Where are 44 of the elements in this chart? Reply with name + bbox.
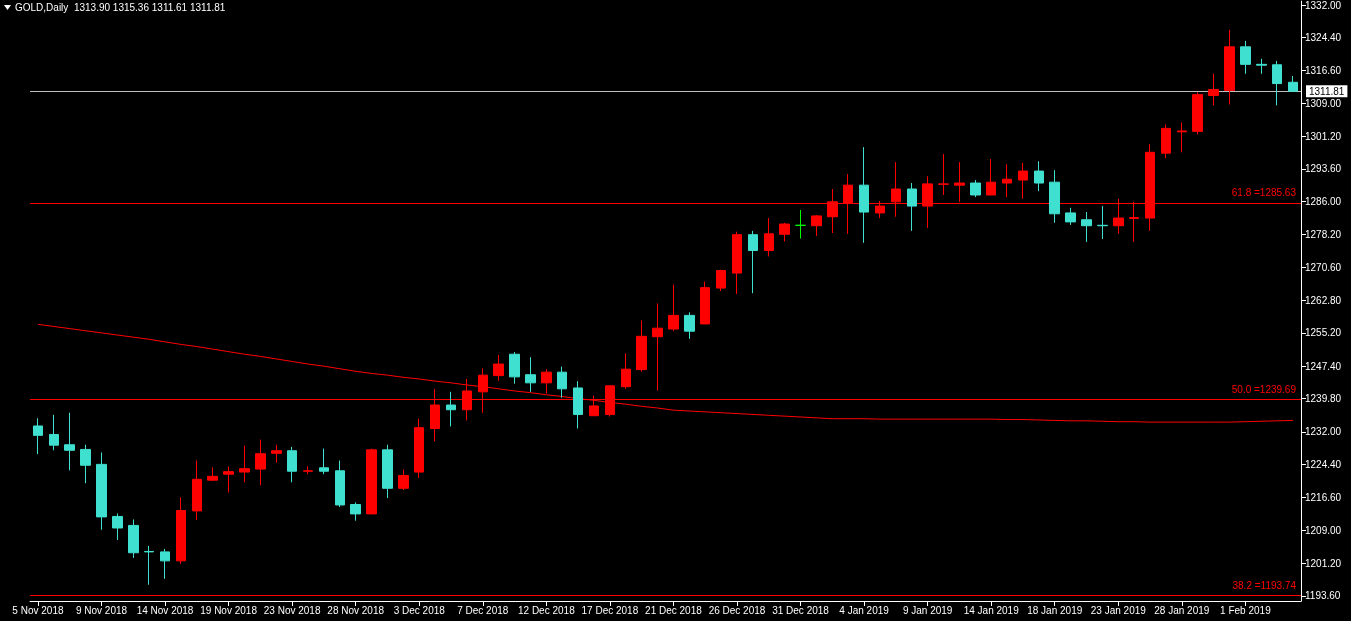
- x-tick-label: 23 Jan 2019: [1090, 604, 1147, 616]
- x-tick-label: 28 Jan 2019: [1154, 604, 1210, 616]
- chart-title: GOLD,Daily 1313.90 1315.36 1311.61 1311.81: [15, 2, 226, 13]
- y-tick-label: 1239.80: [1305, 393, 1342, 405]
- x-tick-label: 17 Dec 2018: [581, 604, 639, 616]
- x-tick-label: 21 Dec 2018: [645, 604, 703, 616]
- x-tick-label: 19 Nov 2018: [200, 604, 258, 616]
- y-tick-label: 1201.20: [1305, 557, 1342, 569]
- ref-line-label: 61.8 =1285.63: [1231, 187, 1297, 199]
- y-tick-label: 1286.00: [1305, 195, 1342, 207]
- x-tick-label: 9 Jan 2019: [902, 604, 953, 616]
- y-tick-label: 1278.20: [1305, 229, 1342, 241]
- y-tick-label: 1262.80: [1305, 294, 1342, 306]
- x-tick-label: 5 Nov 2018: [12, 604, 64, 616]
- x-tick-label: 12 Dec 2018: [517, 604, 576, 616]
- x-tick-label: 28 Nov 2018: [327, 604, 385, 616]
- x-tick-label: 26 Dec 2018: [708, 604, 766, 616]
- y-tick-label: 1301.20: [1305, 131, 1342, 142]
- x-tick-label: 1 Feb 2019: [1220, 604, 1272, 616]
- x-tick-label: 9 Nov 2018: [75, 604, 128, 616]
- ref-line-label: 38.2 =1193.74: [1232, 579, 1297, 591]
- y-tick-label: 1316.60: [1305, 65, 1342, 77]
- y-tick-label: 1332.00: [1305, 0, 1342, 11]
- x-tick-label: 14 Nov 2018: [136, 604, 194, 616]
- y-tick-label: 1324.40: [1305, 31, 1342, 43]
- y-tick-label: 1216.60: [1305, 492, 1342, 504]
- ref-line-label: 1311.81: [1309, 85, 1345, 97]
- y-tick-label: 1247.40: [1305, 360, 1342, 372]
- y-tick-label: 1309.00: [1305, 97, 1342, 109]
- y-tick-label: 1193.60: [1305, 590, 1341, 602]
- y-tick-label: 1270.60: [1305, 261, 1342, 273]
- y-tick-label: 1224.40: [1305, 458, 1342, 470]
- x-tick-label: 18 Jan 2019: [1027, 604, 1083, 616]
- y-tick-label: 1232.00: [1305, 426, 1342, 438]
- x-tick-label: 7 Dec 2018: [457, 604, 509, 616]
- x-tick-label: 4 Jan 2019: [839, 604, 890, 616]
- y-tick-label: 1293.60: [1305, 163, 1342, 175]
- y-tick-label: 1255.20: [1305, 327, 1342, 339]
- x-tick-label: 14 Jan 2019: [963, 604, 1020, 616]
- y-tick-label: 1209.00: [1305, 524, 1342, 536]
- x-tick-label: 3 Dec 2018: [393, 604, 446, 616]
- x-tick-label: 31 Dec 2018: [772, 604, 830, 616]
- x-tick-label: 23 Nov 2018: [263, 604, 321, 616]
- ref-line-label: 50.0 =1239.69: [1231, 383, 1297, 395]
